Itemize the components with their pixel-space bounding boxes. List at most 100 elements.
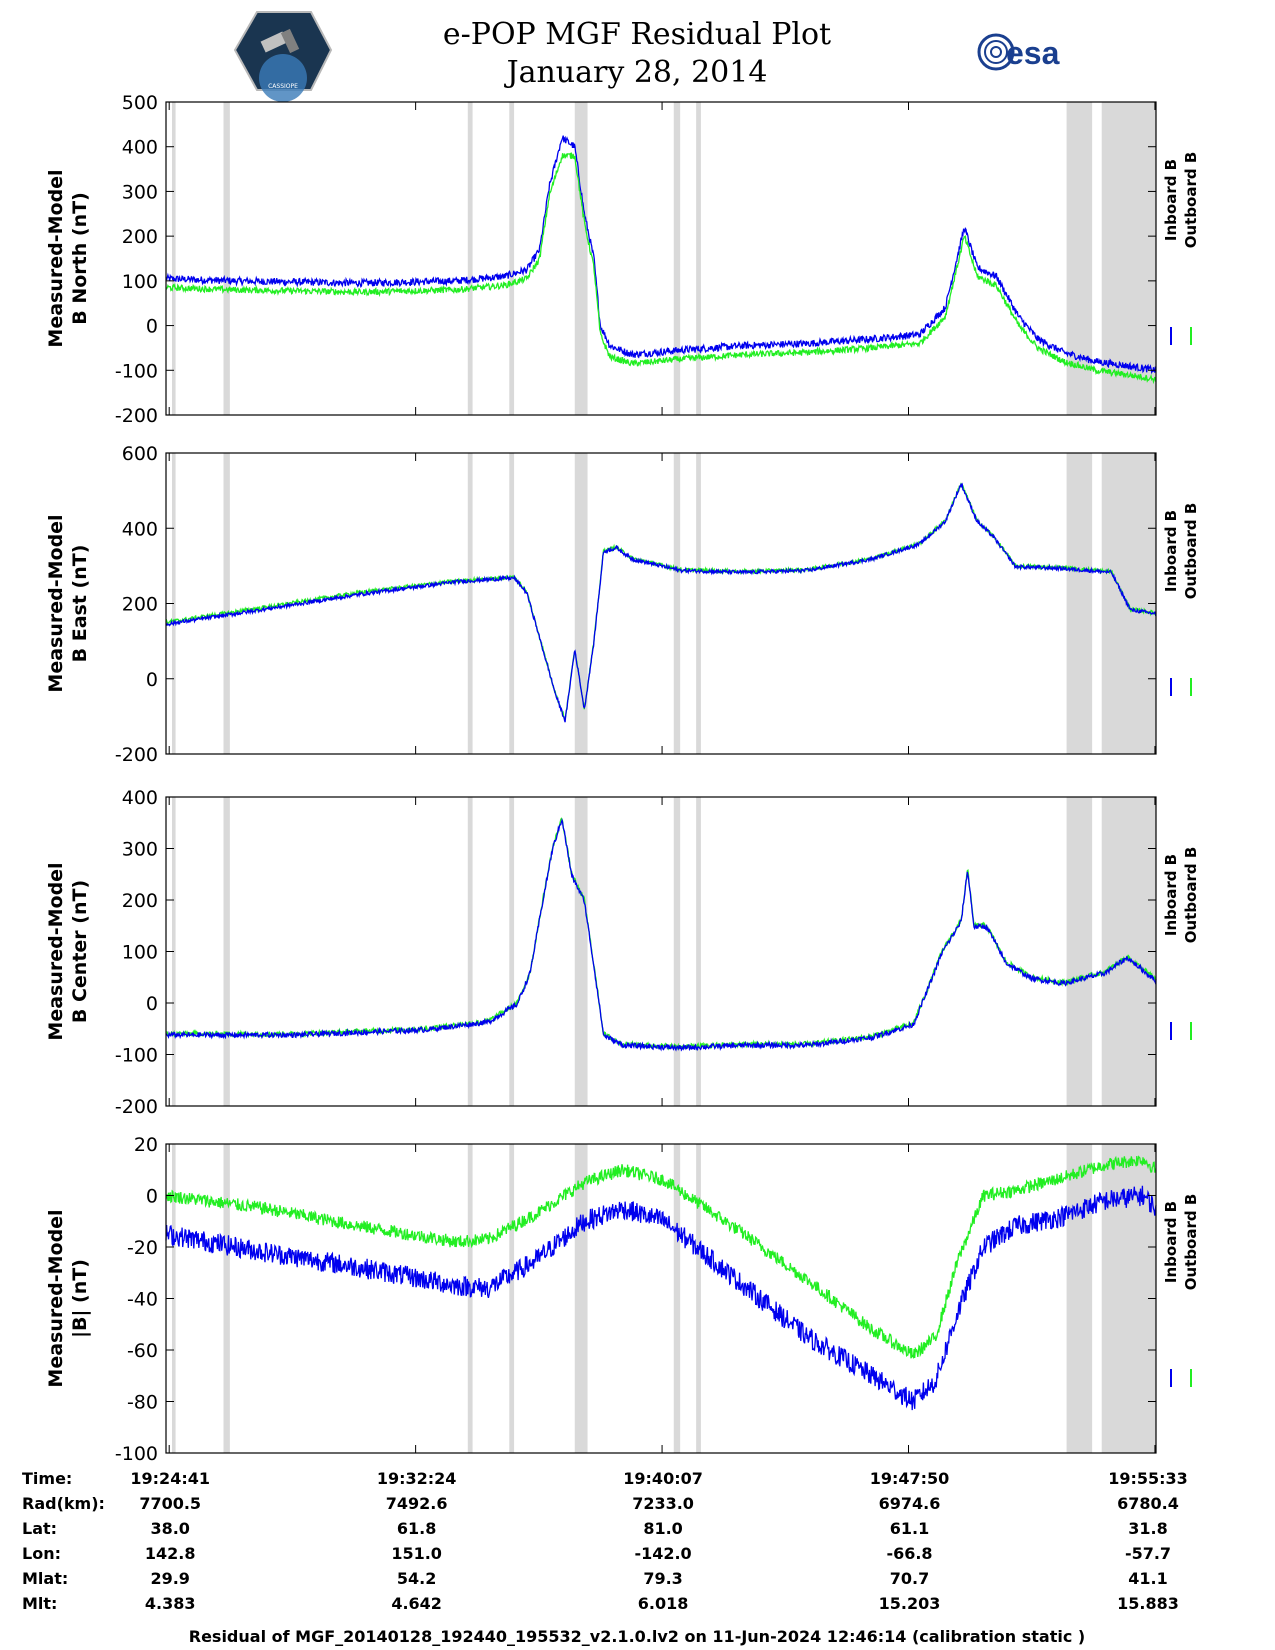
mission-logo-text: CASSIOPE <box>268 83 298 90</box>
info-cell: 15.203 <box>879 1594 941 1613</box>
info-cell: 61.1 <box>890 1519 929 1538</box>
y-tick-label: 100 <box>122 942 158 964</box>
info-cell: 7492.6 <box>386 1494 448 1513</box>
header: CASSIOPE e-POP MGF Residual Plot January… <box>233 11 1060 102</box>
gap-shade <box>574 453 588 754</box>
info-cell: -66.8 <box>886 1544 932 1563</box>
y-tick-label: 200 <box>122 594 158 616</box>
gap-shade <box>673 453 681 754</box>
gap-shade <box>673 1144 681 1453</box>
series-outboard-b <box>165 817 1157 1051</box>
panel-1: 500 400 300 200 100 0 -100 -200 Measured-Model B … <box>45 92 1200 427</box>
legend-label-inboard: Inboard B <box>1162 510 1180 592</box>
mission-logo: CASSIOPE <box>233 11 333 102</box>
plot-frame <box>165 452 1157 755</box>
y-tick-label: -200 <box>115 1096 158 1118</box>
y-tick-label: -20 <box>127 1237 158 1259</box>
info-row-label: Mlat: <box>22 1569 68 1588</box>
legend: Inboard B Outboard B <box>1162 1194 1200 1387</box>
y-axis-label: Measured-Model B Center (nT) <box>45 862 91 1040</box>
y-axis-label: Measured-Model B East (nT) <box>45 514 91 692</box>
time-tick-label: 19:55:33 <box>1108 1469 1188 1488</box>
gap-shade <box>509 102 515 415</box>
info-cell: 6780.4 <box>1117 1494 1179 1513</box>
series-outboard-b <box>165 1155 1157 1360</box>
info-cell: -142.0 <box>634 1544 691 1563</box>
gap-shade <box>1066 797 1093 1106</box>
plot-frame <box>165 796 1157 1107</box>
info-cell: 7700.5 <box>139 1494 201 1513</box>
gap-shade <box>696 102 701 415</box>
gap-shade <box>673 102 681 415</box>
gap-shade <box>574 102 588 415</box>
info-cell: 31.8 <box>1128 1519 1167 1538</box>
plot-title: e-POP MGF Residual Plot <box>443 17 831 52</box>
y-tick-label: -60 <box>127 1340 158 1362</box>
y-tick-label: 500 <box>122 92 158 114</box>
info-cell: 15.883 <box>1117 1594 1179 1613</box>
time-tick-label: 19:47:50 <box>870 1469 950 1488</box>
y-tick-label: 0 <box>146 993 158 1015</box>
gap-shade <box>509 1144 515 1453</box>
info-row-label: Rad(km): <box>22 1494 105 1513</box>
legend-label-inboard: Inboard B <box>1162 159 1180 241</box>
time-tick-label: 19:32:24 <box>377 1469 457 1488</box>
y-tick-label: 600 <box>122 443 158 465</box>
info-cell: 38.0 <box>150 1519 189 1538</box>
gap-shade <box>574 797 588 1106</box>
panel-3: 400 300 200 100 0 -100 -200 Measured-Model B Cen… <box>45 787 1200 1118</box>
gap-shade <box>223 102 230 415</box>
panel-4: 20 0 -20 -40 -60 -80 -100 Measured-Model |B| (nT… <box>45 1134 1200 1465</box>
series-inboard-b <box>165 1185 1157 1411</box>
gap-shade <box>467 797 473 1106</box>
gap-shade <box>1066 453 1093 754</box>
info-cell: 7233.0 <box>632 1494 694 1513</box>
y-tick-label: 300 <box>122 181 158 203</box>
info-cell: 61.8 <box>397 1519 436 1538</box>
gap-shade <box>509 797 515 1106</box>
info-cell: 4.383 <box>145 1594 196 1613</box>
legend-label-outboard: Outboard B <box>1182 152 1200 249</box>
y-tick-label: 0 <box>146 669 158 691</box>
orbit-info-table: Time: Rad(km): Lat: Lon: Mlat: Mlt: 19:24:41 77… <box>22 1469 1188 1613</box>
info-row-label: Mlt: <box>22 1594 57 1613</box>
y-tick-label: -100 <box>115 360 158 382</box>
info-cell: 79.3 <box>643 1569 682 1588</box>
info-cell: 151.0 <box>391 1544 442 1563</box>
y-tick-label: 100 <box>122 271 158 293</box>
info-row-label: Time: <box>22 1469 72 1488</box>
info-cell: -57.7 <box>1125 1544 1171 1563</box>
gap-shade <box>509 453 515 754</box>
plot-date: January 28, 2014 <box>504 55 768 90</box>
gap-shade <box>1101 797 1156 1106</box>
gap-shade <box>467 1144 473 1453</box>
gap-shade <box>467 453 473 754</box>
info-cell: 4.642 <box>391 1594 442 1613</box>
y-axis-label: Measured-Model B North (nT) <box>45 169 91 347</box>
info-cell: 6974.6 <box>879 1494 941 1513</box>
y-tick-label: 400 <box>122 518 158 540</box>
footer-caption: Residual of MGF_20140128_192440_195532_v… <box>189 1627 1085 1646</box>
legend-label-inboard: Inboard B <box>1162 854 1180 936</box>
info-cell: 142.8 <box>145 1544 196 1563</box>
y-tick-label: -200 <box>115 744 158 766</box>
gap-shade <box>696 453 701 754</box>
legend: Inboard B Outboard B <box>1162 152 1200 345</box>
gap-shade <box>673 797 681 1106</box>
y-tick-label: 300 <box>122 839 158 861</box>
legend: Inboard B Outboard B <box>1162 847 1200 1040</box>
y-tick-label: 400 <box>122 137 158 159</box>
plot-frame <box>165 101 1157 416</box>
info-row-label: Lat: <box>22 1519 57 1538</box>
series-inboard-b <box>165 818 1157 1052</box>
y-tick-label: -100 <box>115 1443 158 1465</box>
y-tick-label: 200 <box>122 226 158 248</box>
y-tick-label: 0 <box>146 316 158 338</box>
series-inboard-b <box>165 135 1157 375</box>
time-tick-label: 19:40:07 <box>623 1469 703 1488</box>
legend-label-outboard: Outboard B <box>1182 847 1200 944</box>
gap-shade <box>467 102 473 415</box>
gap-shade <box>1066 1144 1093 1453</box>
info-cell: 54.2 <box>397 1569 436 1588</box>
